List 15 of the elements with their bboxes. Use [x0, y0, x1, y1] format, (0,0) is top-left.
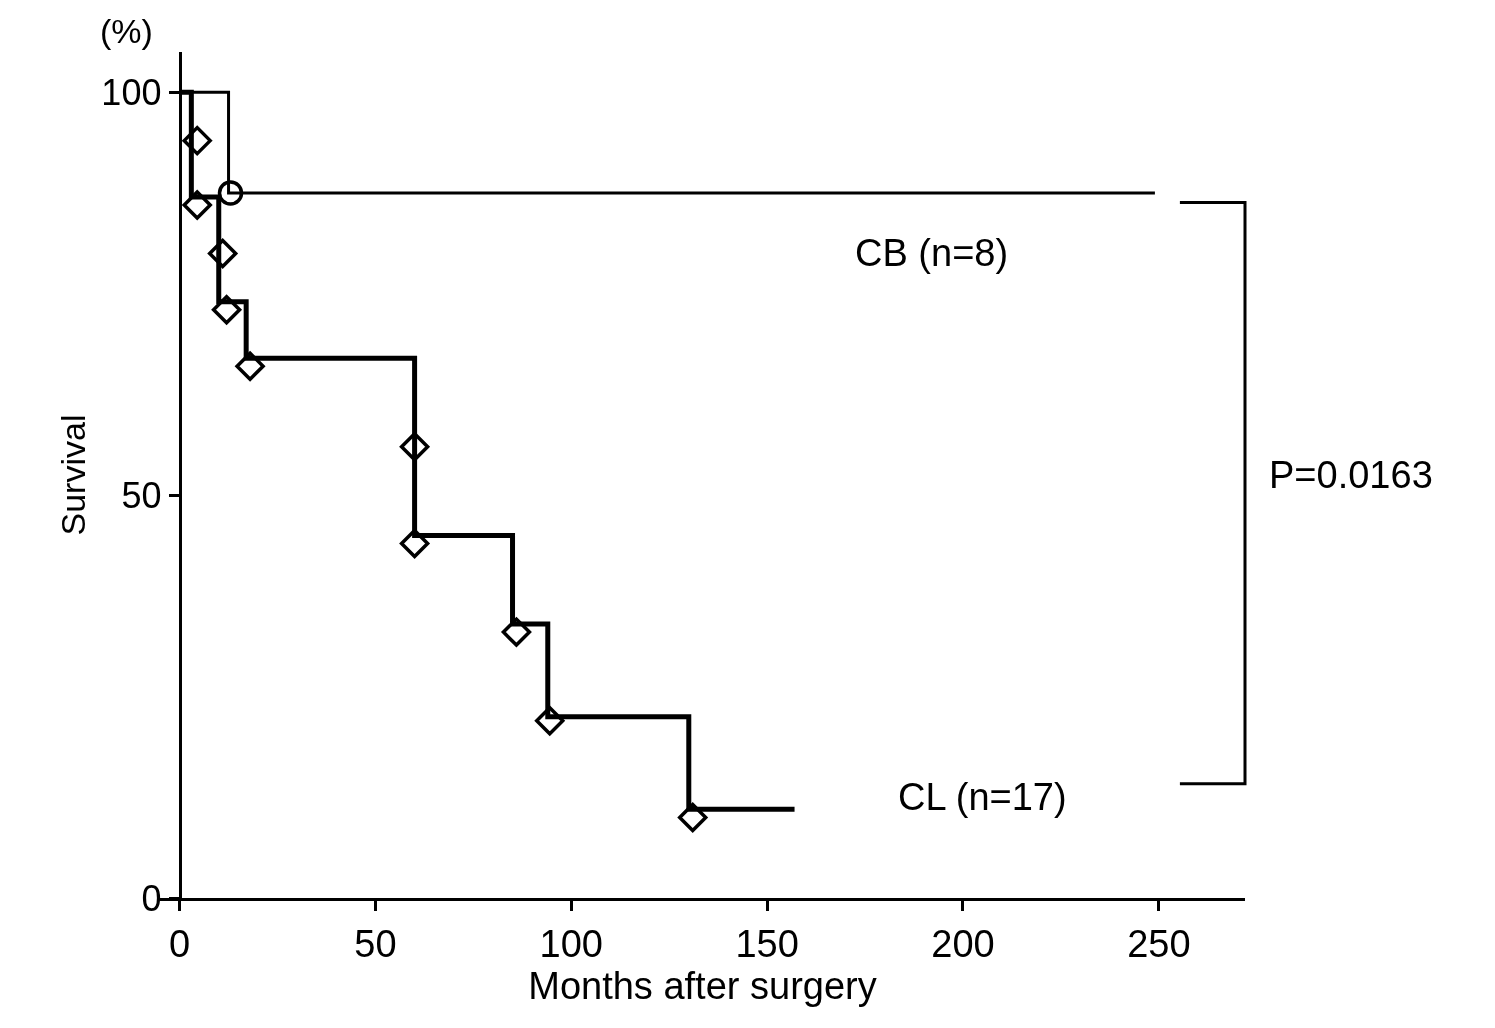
y-tick-label: 100 [101, 71, 162, 113]
x-tick-label: 150 [735, 922, 799, 965]
series-label: CB (n=8) [855, 232, 1009, 274]
y-tick-label: 0 [141, 877, 162, 919]
y-axis-title: Survival [53, 414, 92, 536]
x-axis-title: Months after surgery [528, 964, 877, 1007]
text: P=0.0163 [1269, 454, 1433, 496]
x-tick-label: 200 [931, 922, 995, 965]
y-tick-label: 50 [121, 474, 162, 516]
text: CL (n=17) [898, 776, 1067, 818]
x-tick-label: 100 [539, 922, 603, 965]
x-tick-label: 0 [169, 922, 191, 965]
x-tick-label: 250 [1127, 922, 1191, 965]
text: (%) [100, 12, 153, 50]
x-tick-label: 50 [354, 922, 397, 965]
